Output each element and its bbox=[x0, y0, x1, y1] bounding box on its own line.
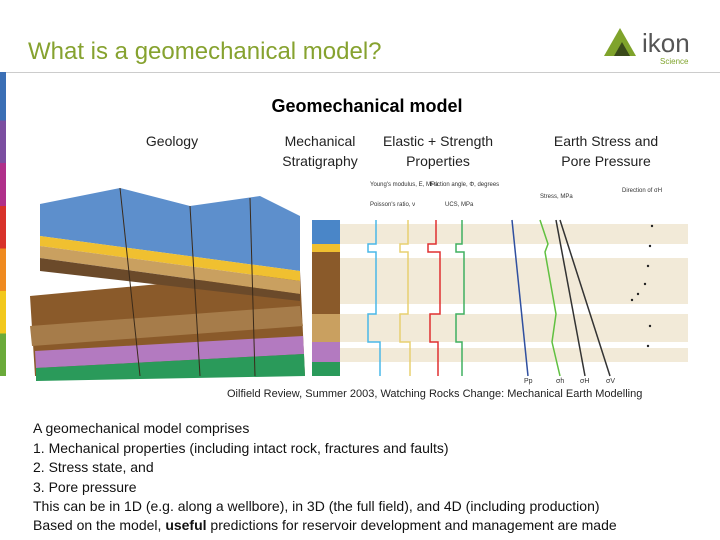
curve-label: σH bbox=[580, 378, 589, 385]
text: Based on the model, bbox=[33, 517, 166, 533]
track-label: Direction of σH bbox=[622, 188, 662, 194]
logo-mark bbox=[614, 42, 630, 56]
logo-sub: Science bbox=[660, 57, 689, 66]
column-header: Elastic + Strength bbox=[382, 133, 494, 149]
slide-title: What is a geomechanical model? bbox=[28, 38, 382, 65]
caption: Oilfield Review, Summer 2003, Watching R… bbox=[227, 388, 643, 400]
logo-text: ikon bbox=[642, 28, 690, 58]
body-line: Based on the model, useful predictions f… bbox=[33, 517, 617, 533]
figure: Young's modulus, E, MPa Friction angle, … bbox=[30, 182, 688, 385]
divider bbox=[0, 72, 720, 73]
body-line: A geomechanical model comprises bbox=[33, 420, 250, 436]
bold-text: useful bbox=[165, 517, 207, 533]
body-line: 3. Pore pressure bbox=[33, 478, 137, 495]
track-label: UCS, MPa bbox=[445, 202, 474, 208]
track-label: Friction angle, Φ, degrees bbox=[430, 182, 499, 188]
track-label: Stress, MPa bbox=[540, 194, 573, 200]
figure-heading: Geomechanical model bbox=[271, 96, 463, 116]
track-label: Poisson's ratio, ν bbox=[370, 202, 415, 208]
column-header: Mechanical bbox=[284, 133, 356, 149]
column-header: Properties bbox=[406, 153, 470, 169]
text: predictions for reservoir development an… bbox=[206, 517, 617, 533]
bottom-labels: Pp σh σH σV bbox=[524, 378, 615, 385]
geology-block bbox=[30, 187, 305, 381]
curves bbox=[367, 219, 611, 377]
body-line: This can be in 1D (e.g. along a wellbore… bbox=[33, 498, 600, 514]
column-header: Geology bbox=[145, 133, 199, 149]
direction-dots bbox=[630, 224, 654, 348]
track-header: Young's modulus, E, MPa Friction angle, … bbox=[370, 182, 662, 208]
logo-mark bbox=[604, 28, 636, 56]
track-label: Young's modulus, E, MPa bbox=[370, 182, 439, 188]
body-line: 2. Stress state, and bbox=[33, 459, 154, 475]
column-header: Earth Stress and bbox=[553, 133, 659, 149]
body-line: 1. Mechanical properties (including inta… bbox=[33, 439, 449, 456]
column-header: Stratigraphy bbox=[282, 153, 358, 169]
logo: ikon Science bbox=[604, 28, 690, 66]
column-header: Pore Pressure bbox=[561, 153, 651, 169]
curve-label: Pp bbox=[524, 378, 533, 385]
curve-label: σh bbox=[556, 378, 564, 385]
curve-label: σV bbox=[606, 378, 615, 385]
strat-column bbox=[312, 220, 340, 376]
color-bar bbox=[0, 72, 6, 376]
